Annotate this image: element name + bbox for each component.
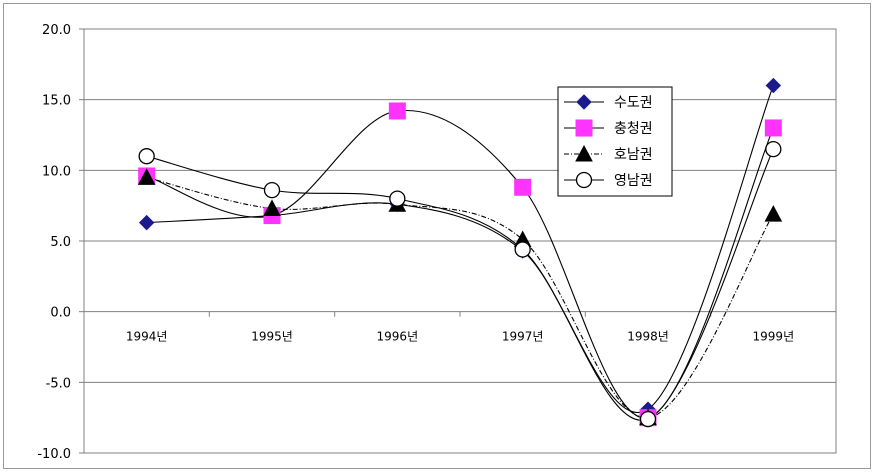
y-axis-tick-labels: 20.0 15.0 10.0 5.0 0.0 -5.0 -10.0 [37,23,71,462]
y-tick-label: 20.0 [42,23,71,38]
data-point-marker [765,77,782,94]
gridlines [79,28,837,454]
legend-label: 호남권 [614,147,653,163]
legend-marker [576,94,592,110]
legend-marker [575,119,593,137]
y-tick-label: -5.0 [46,376,71,391]
x-category-label: 1994년 [126,330,168,344]
x-category-label: 1998년 [627,330,669,344]
y-tick-label: -10.0 [37,447,71,462]
data-point-marker [764,119,782,137]
data-point-marker [138,148,155,165]
data-point-marker [639,410,657,428]
legend-label: 충청권 [614,121,653,137]
y-tick-label: 5.0 [50,235,71,250]
x-category-label: 1999년 [753,330,795,344]
y-tick-label: 0.0 [50,306,71,321]
data-point-marker [514,178,532,196]
series-markers [137,77,783,428]
x-category-label: 1997년 [502,330,544,344]
data-point-marker [138,214,155,231]
data-point-marker [514,241,531,258]
data-point-marker [263,181,281,199]
legend-marker [575,171,593,189]
data-point-marker [765,140,782,158]
legend-label: 수도권 [614,95,653,111]
y-tick-label: 10.0 [42,164,71,179]
data-point-marker [388,102,406,120]
x-axis-category-labels: 1994년 1995년 1996년 1997년 1998년 1999년 [126,330,794,344]
y-tick-label: 15.0 [42,94,71,109]
x-category-label: 1995년 [251,330,293,344]
data-point-marker [263,199,281,216]
data-point-marker [137,168,156,185]
legend-marker [575,144,593,162]
data-point-marker [764,205,783,222]
legend-label: 영남권 [614,173,653,189]
data-point-marker [389,190,406,207]
x-category-label: 1996년 [377,330,419,344]
